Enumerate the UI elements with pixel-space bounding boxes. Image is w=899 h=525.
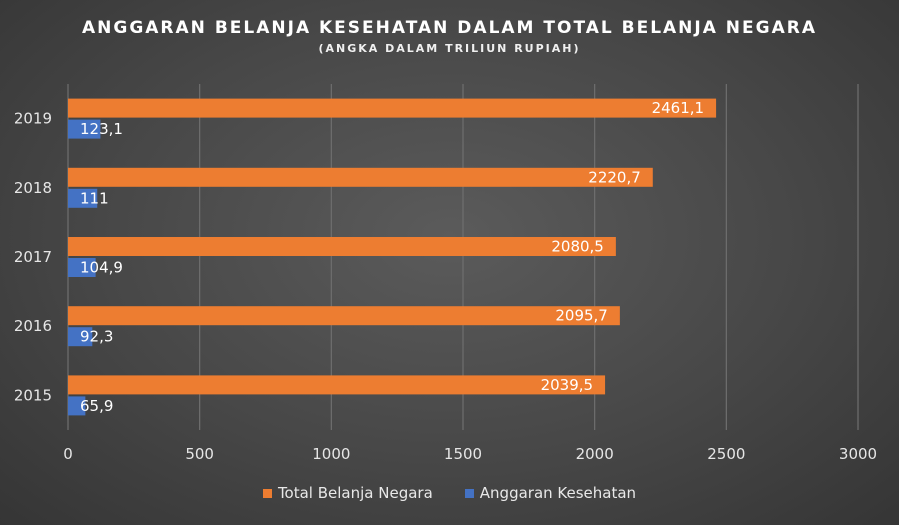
data-label-total-2016: 2095,7 [555, 307, 608, 325]
x-tick-label-0: 0 [63, 445, 73, 463]
bar-total-2017 [68, 237, 616, 256]
y-tick-label-2018: 2018 [14, 179, 52, 197]
legend-swatch-total [262, 488, 272, 498]
bar-total-2019 [68, 98, 717, 118]
data-label-total-2018: 2220,7 [588, 168, 641, 186]
data-label-total-2015: 2039,5 [541, 376, 594, 394]
y-tick-label-2015: 2015 [14, 386, 52, 404]
bar-total-2016 [68, 306, 620, 326]
x-tick-label-3000: 3000 [839, 445, 877, 463]
x-tick-label-500: 500 [185, 445, 214, 463]
legend-swatch-kesehatan [464, 488, 474, 498]
x-tick-label-2500: 2500 [707, 445, 745, 463]
bar-kesehatan-2017 [68, 258, 96, 277]
bar-kesehatan-2018 [68, 188, 98, 208]
data-label-kesehatan-2018: 111 [80, 189, 109, 207]
y-tick-label-2019: 2019 [14, 110, 52, 128]
legend: Total Belanja Negara Anggaran Kesehatan [0, 484, 899, 502]
bar-total-2015 [68, 375, 606, 395]
data-label-total-2017: 2080,5 [551, 238, 604, 256]
chart-title: ANGGARAN BELANJA KESEHATAN DALAM TOTAL B… [81, 18, 818, 38]
bar-kesehatan-2019 [68, 119, 101, 139]
bar-total-2018 [68, 167, 653, 187]
data-label-total-2019: 2461,1 [652, 99, 705, 117]
data-label-kesehatan-2015: 65,9 [80, 397, 113, 415]
x-tick-label-1000: 1000 [312, 445, 350, 463]
y-tick-label-2016: 2016 [14, 317, 52, 335]
x-tick-label-2000: 2000 [576, 445, 614, 463]
bar-kesehatan-2016 [68, 327, 93, 347]
legend-item-total-belanja: Total Belanja Negara [262, 484, 433, 502]
data-label-kesehatan-2017: 104,9 [80, 259, 123, 277]
data-label-kesehatan-2019: 123,1 [80, 120, 123, 138]
legend-label-kesehatan: Anggaran Kesehatan [479, 484, 637, 502]
bar-kesehatan-2015 [68, 396, 86, 416]
chart-subtitle: (ANGKA DALAM TRILIUN RUPIAH) [318, 42, 581, 55]
x-tick-label-1500: 1500 [444, 445, 482, 463]
data-label-kesehatan-2016: 92,3 [80, 328, 113, 346]
legend-label-total: Total Belanja Negara [277, 484, 433, 502]
legend-item-anggaran-kesehatan: Anggaran Kesehatan [464, 484, 637, 502]
y-tick-label-2017: 2017 [14, 248, 52, 266]
